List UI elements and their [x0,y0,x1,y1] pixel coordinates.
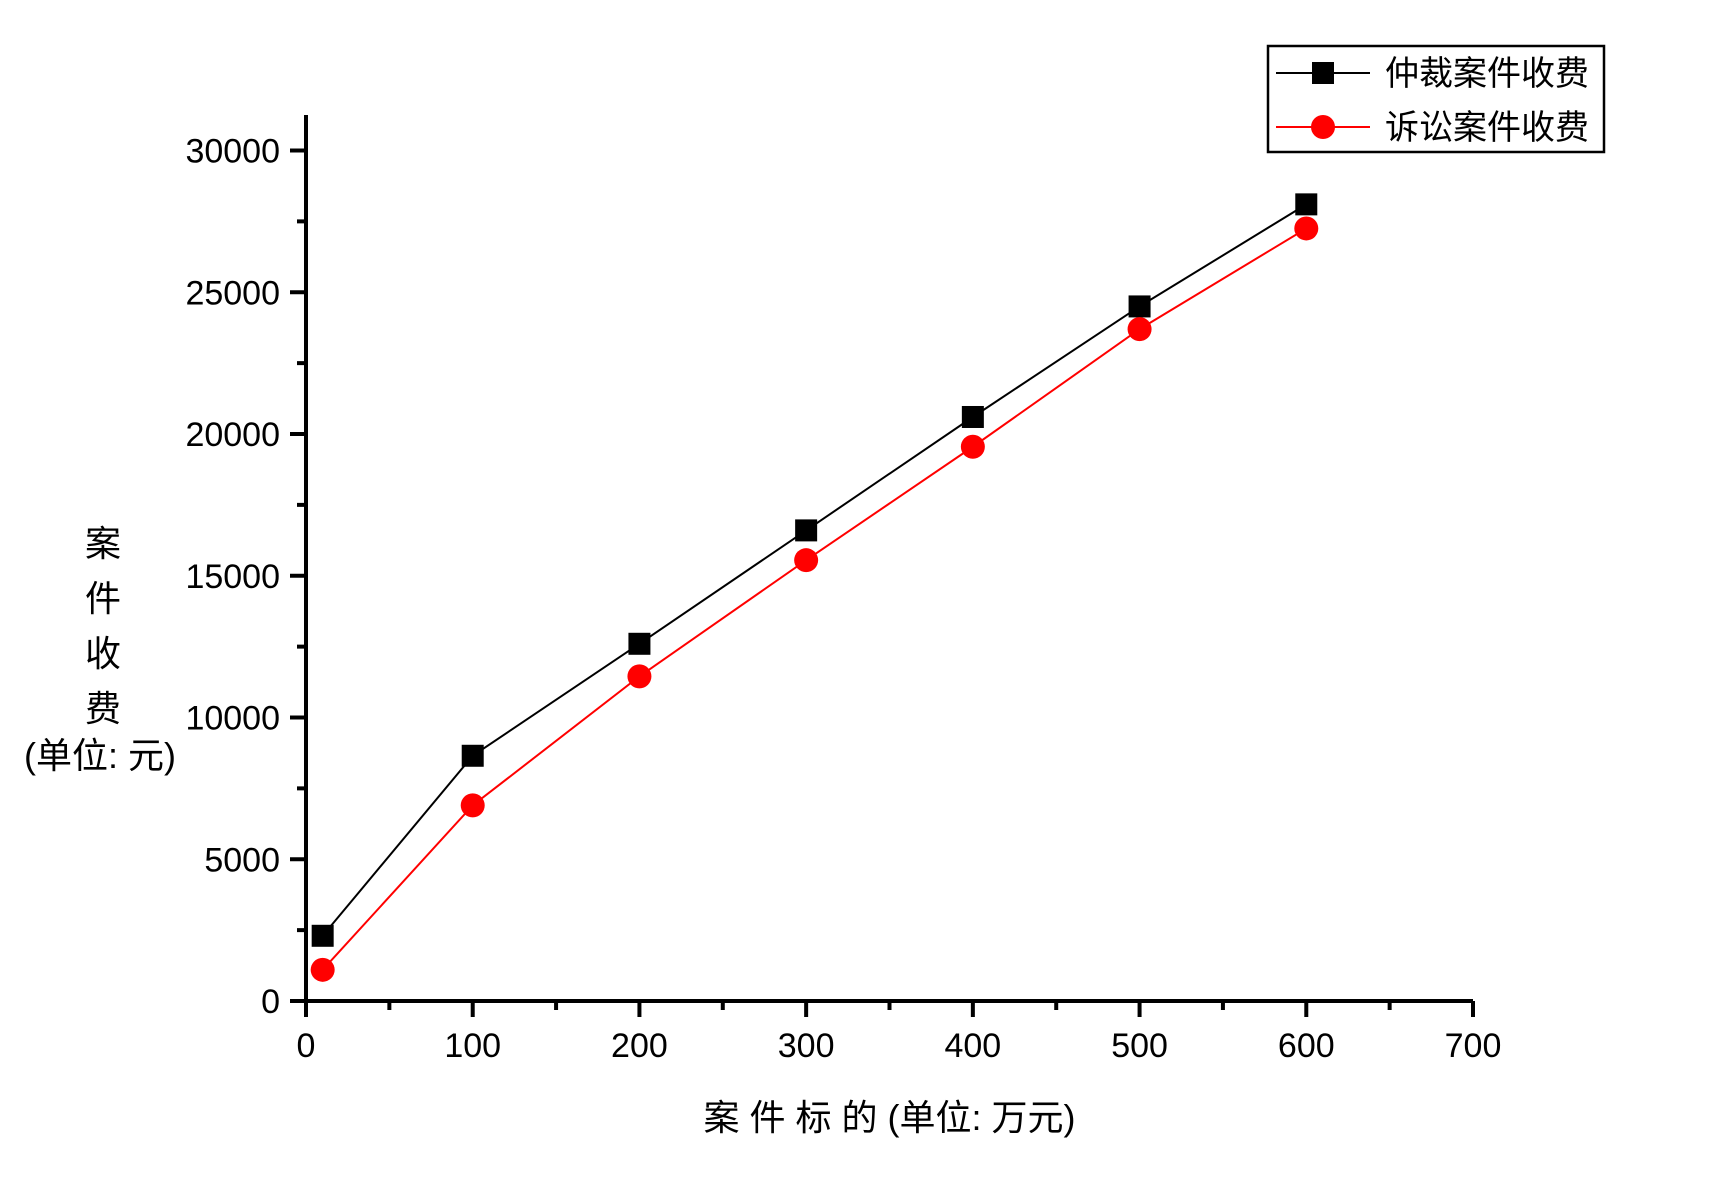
legend-label: 仲裁案件收费 [1385,55,1589,93]
series-line [321,203,1307,937]
legend-marker-square [1312,62,1334,84]
marker-circle [460,793,485,818]
marker-square [961,405,984,428]
marker-circle [1127,317,1152,342]
marker-square [795,519,818,542]
series-litigation-fee [310,216,1319,982]
y-tick-label: 5000 [204,841,280,879]
marker-circle [310,957,335,982]
marker-circle [960,434,985,459]
x-tick-label: 300 [778,1027,835,1065]
y-axis-title-char: 费 [85,688,121,729]
series-line [321,227,1307,971]
marker-square [628,632,651,655]
marker-circle [627,664,652,689]
y-axis-ticks: 0 5000 10000 15000 20000 25000 30000 [185,133,306,1021]
y-axis-title-char: 件 [85,578,121,619]
y-tick-label: 15000 [185,558,280,596]
legend-label: 诉讼案件收费 [1385,109,1589,147]
x-tick-label: 0 [297,1027,316,1065]
y-tick-label: 20000 [185,416,280,454]
x-tick-label: 600 [1278,1027,1335,1065]
x-tick-label: 400 [944,1027,1001,1065]
axis-titles: 案 件 标 的 (单位: 万元) 案件收费 (单位: 元) [24,523,1075,1138]
x-tick-label: 500 [1111,1027,1168,1065]
y-axis-title-char: 案 [85,523,121,564]
x-tick-label: 200 [611,1027,668,1065]
y-tick-label: 0 [261,983,280,1021]
y-tick-label: 30000 [185,133,280,171]
x-axis-ticks: 0 100 200 300 400 500 600 700 [297,1001,1502,1065]
legend-item: 仲裁案件收费 [1276,55,1589,93]
marker-square [461,744,484,767]
x-axis-title: 案 件 标 的 (单位: 万元) [704,1097,1076,1138]
y-tick-label: 10000 [185,700,280,738]
marker-square [311,924,334,947]
legend-item: 诉讼案件收费 [1276,109,1589,147]
marker-square [1128,295,1151,318]
y-axis-title-unit: (单位: 元) [24,735,176,776]
marker-circle [1294,216,1319,241]
series-arbitration-fee [311,193,1318,947]
x-tick-label: 700 [1445,1027,1502,1065]
y-axis-title-char: 收 [85,633,121,674]
y-tick-label: 25000 [185,274,280,312]
marker-square [1295,193,1318,216]
legend-marker-circle [1311,115,1335,139]
axes [304,115,1473,1003]
marker-circle [794,548,819,573]
x-tick-label: 100 [444,1027,501,1065]
